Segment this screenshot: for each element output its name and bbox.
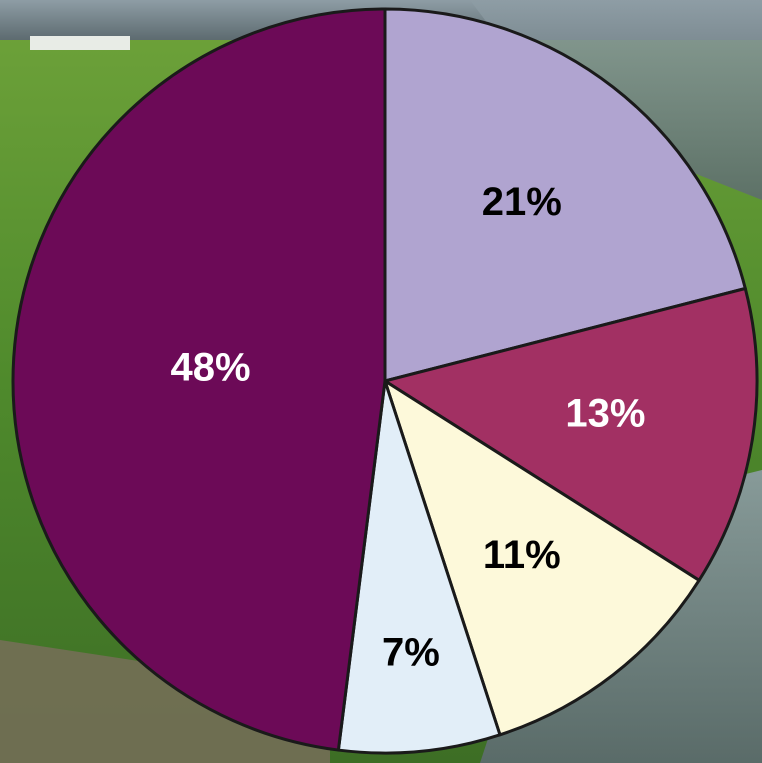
data-label: 7% (382, 631, 440, 675)
data-label: 11% (483, 533, 561, 577)
pie-slice (383, 286, 759, 582)
pie-slice (336, 379, 502, 755)
data-label: 21% (482, 180, 562, 224)
data-label: 48% (170, 346, 250, 390)
pie-slice (11, 7, 387, 752)
pie-slice (383, 379, 701, 737)
pie: 21% 13% 11% 7% 48% (11, 7, 759, 755)
data-label: 13% (565, 391, 645, 435)
pie-slice (383, 7, 747, 383)
